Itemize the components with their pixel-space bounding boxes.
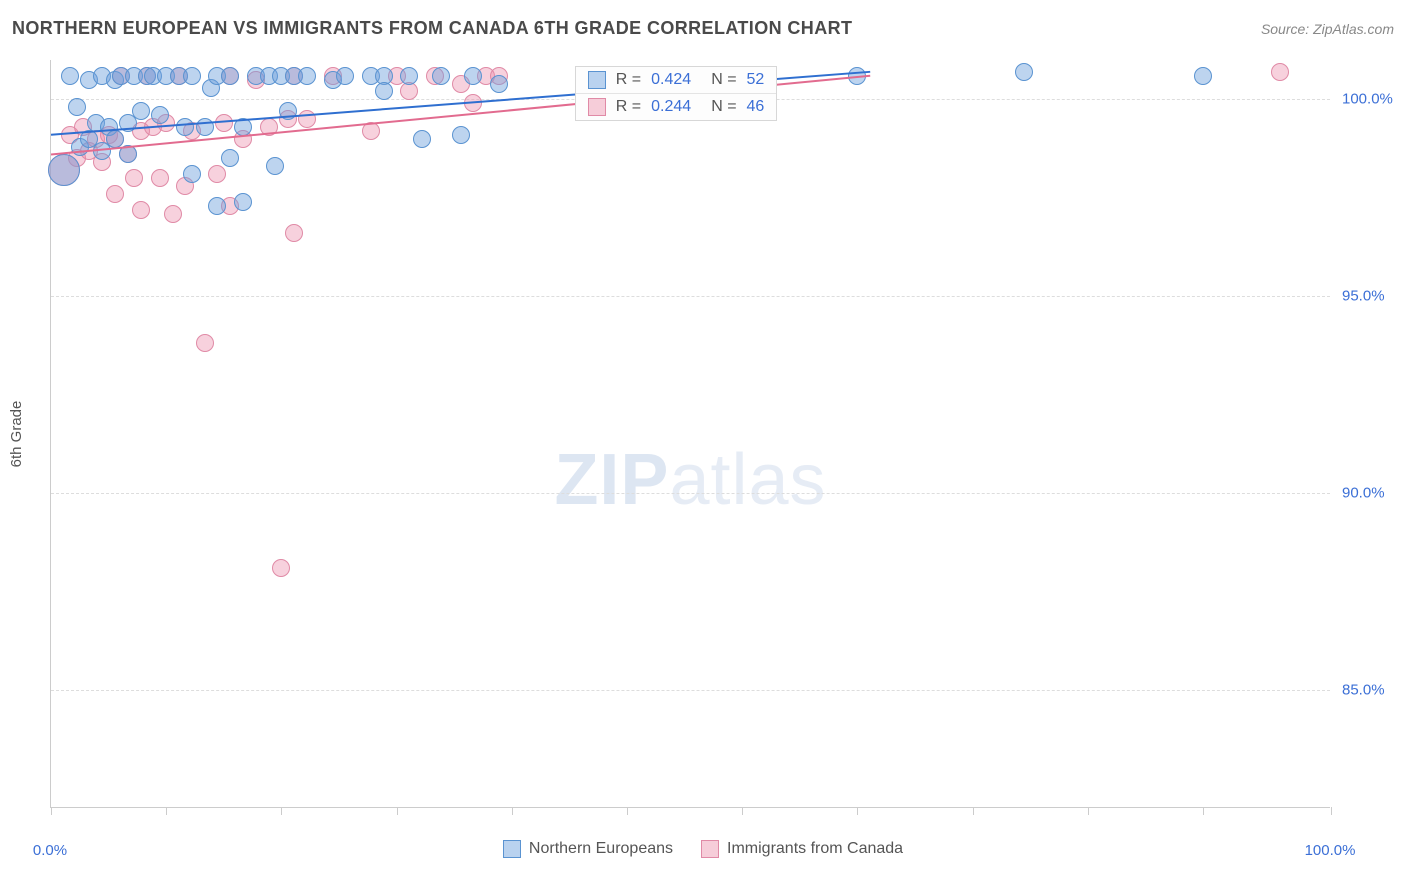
x-tick (512, 807, 513, 815)
y-tick-label: 95.0% (1342, 288, 1385, 305)
data-point (106, 185, 124, 203)
y-tick-label: 100.0% (1342, 91, 1393, 108)
data-point (266, 157, 284, 175)
data-point (234, 118, 252, 136)
data-point (279, 102, 297, 120)
data-point (119, 145, 137, 163)
x-tick (51, 807, 52, 815)
legend-label: Northern Europeans (529, 840, 673, 858)
x-tick-label: 100.0% (1305, 842, 1356, 859)
gridline (51, 296, 1330, 297)
data-point (490, 75, 508, 93)
y-axis-label: 6th Grade (8, 401, 25, 468)
data-point (400, 67, 418, 85)
chart-title: NORTHERN EUROPEAN VS IMMIGRANTS FROM CAN… (12, 18, 852, 39)
data-point (132, 102, 150, 120)
data-point (151, 169, 169, 187)
corr-n-value: 46 (747, 98, 765, 116)
data-point (125, 169, 143, 187)
watermark: ZIPatlas (554, 439, 826, 521)
data-point (452, 126, 470, 144)
data-point (208, 165, 226, 183)
data-point (260, 118, 278, 136)
data-point (183, 165, 201, 183)
x-tick (166, 807, 167, 815)
data-point (362, 122, 380, 140)
legend-label: Immigrants from Canada (727, 840, 903, 858)
data-point (298, 110, 316, 128)
chart-source: Source: ZipAtlas.com (1261, 21, 1394, 37)
data-point (196, 118, 214, 136)
data-point (48, 154, 80, 186)
data-point (400, 82, 418, 100)
data-point (1271, 63, 1289, 81)
corr-n-label: N = (711, 98, 736, 116)
data-point (132, 201, 150, 219)
x-tick (973, 807, 974, 815)
corr-n-value: 52 (747, 71, 765, 89)
x-tick (281, 807, 282, 815)
data-point (68, 98, 86, 116)
correlation-box: R = 0.424 N = 52 R = 0.244 N = 46 (575, 66, 778, 121)
data-point (106, 130, 124, 148)
swatch-icon (701, 840, 719, 858)
data-point (234, 193, 252, 211)
data-point (164, 205, 182, 223)
data-point (464, 94, 482, 112)
data-point (151, 106, 169, 124)
swatch-icon (503, 840, 521, 858)
x-tick (627, 807, 628, 815)
trend-layer (51, 60, 1331, 808)
y-tick-label: 90.0% (1342, 485, 1385, 502)
bottom-legend: Northern Europeans Immigrants from Canada (0, 840, 1406, 858)
data-point (298, 67, 316, 85)
data-point (336, 67, 354, 85)
watermark-rest: atlas (669, 440, 826, 520)
x-tick-label: 0.0% (33, 842, 67, 859)
x-tick (1203, 807, 1204, 815)
data-point (848, 67, 866, 85)
data-point (272, 559, 290, 577)
x-tick (1331, 807, 1332, 815)
data-point (208, 197, 226, 215)
correlation-row: R = 0.244 N = 46 (576, 94, 777, 120)
x-tick (857, 807, 858, 815)
data-point (432, 67, 450, 85)
chart-header: NORTHERN EUROPEAN VS IMMIGRANTS FROM CAN… (12, 18, 1394, 39)
data-point (285, 224, 303, 242)
gridline (51, 690, 1330, 691)
data-point (375, 82, 393, 100)
corr-r-value: 0.424 (651, 71, 691, 89)
y-tick-label: 85.0% (1342, 681, 1385, 698)
x-tick (742, 807, 743, 815)
data-point (176, 118, 194, 136)
data-point (196, 334, 214, 352)
data-point (221, 149, 239, 167)
correlation-row: R = 0.424 N = 52 (576, 67, 777, 94)
legend-item: Northern Europeans (503, 840, 673, 858)
data-point (464, 67, 482, 85)
plot-area: ZIPatlas (50, 60, 1330, 808)
data-point (183, 67, 201, 85)
corr-r-value: 0.244 (651, 98, 691, 116)
data-point (1194, 67, 1212, 85)
data-point (413, 130, 431, 148)
gridline (51, 493, 1330, 494)
x-tick (397, 807, 398, 815)
corr-n-label: N = (711, 71, 736, 89)
corr-r-label: R = (616, 71, 641, 89)
legend-item: Immigrants from Canada (701, 840, 903, 858)
swatch-icon (588, 98, 606, 116)
data-point (1015, 63, 1033, 81)
watermark-bold: ZIP (554, 440, 669, 520)
swatch-icon (588, 71, 606, 89)
data-point (61, 67, 79, 85)
corr-r-label: R = (616, 98, 641, 116)
x-tick (1088, 807, 1089, 815)
data-point (221, 67, 239, 85)
data-point (215, 114, 233, 132)
